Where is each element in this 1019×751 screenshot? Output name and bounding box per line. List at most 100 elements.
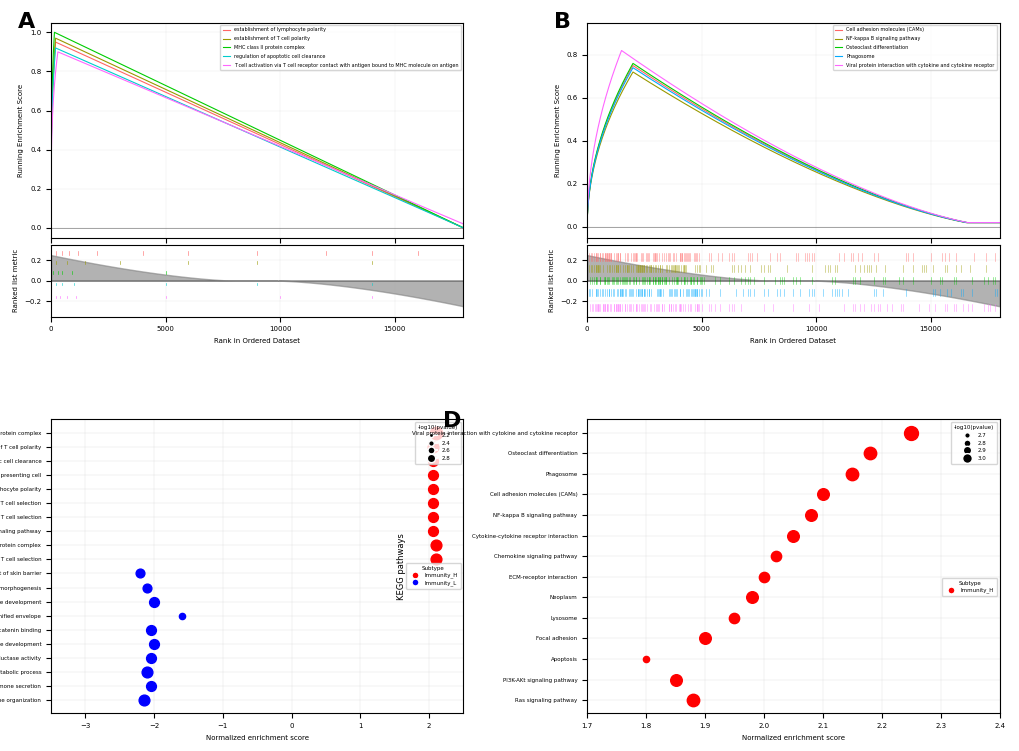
establishment of T cell polarity <box>49 34 61 43</box>
NF-kappa B signaling pathway <box>901 203 913 212</box>
Viral protein interaction with cytokine and cytokine receptor <box>581 222 593 231</box>
Phagosome <box>737 129 749 138</box>
regulation of apoptotic cell clearance <box>45 223 57 232</box>
Legend: Immunity_H: Immunity_H <box>942 578 996 596</box>
Point <box>424 455 440 467</box>
Y-axis label: KEGG pathways: KEGG pathways <box>396 533 406 600</box>
Cell adhesion molecules (CAMs) <box>627 61 639 70</box>
X-axis label: Normalized enrichment score: Normalized enrichment score <box>206 734 309 740</box>
Point <box>814 488 830 500</box>
MHC class II protein complex <box>203 102 215 111</box>
Point <box>637 653 653 665</box>
Point <box>427 427 443 439</box>
Point <box>726 612 742 624</box>
Y-axis label: Ranked list metric: Ranked list metric <box>12 249 18 312</box>
Point <box>143 652 159 664</box>
regulation of apoptotic cell clearance <box>49 44 61 53</box>
Viral protein interaction with cytokine and cytokine receptor <box>993 218 1005 227</box>
NF-kappa B signaling pathway <box>720 123 733 132</box>
MHC class II protein complex <box>358 176 370 185</box>
NF-kappa B signaling pathway <box>993 218 1005 227</box>
T cell activation via T cell receptor contact with antigen bound to MHC molecule on antigen <box>53 48 65 57</box>
T cell activation via T cell receptor contact with antigen bound to MHC molecule on antigen <box>316 160 328 169</box>
X-axis label: Rank in Ordered Dataset: Rank in Ordered Dataset <box>750 338 836 344</box>
regulation of apoptotic cell clearance <box>51 44 63 53</box>
T cell activation via T cell receptor contact with antigen bound to MHC molecule on antigen <box>45 223 57 232</box>
NF-kappa B signaling pathway <box>892 201 904 210</box>
Point <box>755 571 771 583</box>
Viral protein interaction with cytokine and cytokine receptor <box>711 110 723 119</box>
Point <box>802 509 818 521</box>
Point <box>424 441 440 453</box>
Point <box>424 525 440 537</box>
establishment of lymphocyte polarity <box>204 108 216 117</box>
Point <box>685 694 701 706</box>
Phagosome <box>720 120 733 129</box>
Point <box>143 680 159 692</box>
Phagosome <box>627 63 639 72</box>
Line: NF-kappa B signaling pathway: NF-kappa B signaling pathway <box>587 72 999 227</box>
Point <box>424 483 440 495</box>
Point <box>427 553 443 566</box>
establishment of lymphocyte polarity <box>457 223 469 232</box>
regulation of apoptotic cell clearance <box>358 179 370 189</box>
establishment of lymphocyte polarity <box>316 159 328 168</box>
Line: Cell adhesion molecules (CAMs): Cell adhesion molecules (CAMs) <box>587 65 999 227</box>
Point <box>861 448 877 460</box>
Viral protein interaction with cytokine and cytokine receptor <box>729 119 741 128</box>
Phagosome <box>901 202 913 211</box>
Cell adhesion molecules (CAMs) <box>720 119 733 128</box>
establishment of lymphocyte polarity <box>366 182 378 191</box>
Osteoclast differentiation <box>850 182 862 192</box>
Cell adhesion molecules (CAMs) <box>581 222 593 231</box>
Point <box>424 469 440 481</box>
Phagosome <box>993 218 1005 227</box>
Osteoclast differentiation <box>892 199 904 208</box>
Legend: Immunity_H, Immunity_L: Immunity_H, Immunity_L <box>406 563 461 589</box>
X-axis label: Rank in Ordered Dataset: Rank in Ordered Dataset <box>214 338 300 344</box>
regulation of apoptotic cell clearance <box>366 183 378 192</box>
Legend: Cell adhesion molecules (CAMs), NF-kappa B signaling pathway, Osteoclast differe: Cell adhesion molecules (CAMs), NF-kappa… <box>832 25 997 71</box>
NF-kappa B signaling pathway <box>581 222 593 231</box>
Line: Phagosome: Phagosome <box>587 68 999 227</box>
Osteoclast differentiation <box>901 202 913 211</box>
Cell adhesion molecules (CAMs) <box>993 218 1005 227</box>
Point <box>143 624 159 636</box>
Point <box>666 674 683 686</box>
Point <box>424 511 440 523</box>
Line: MHC class II protein complex: MHC class II protein complex <box>51 32 463 228</box>
NF-kappa B signaling pathway <box>850 185 862 194</box>
establishment of lymphocyte polarity <box>51 38 63 47</box>
Line: Osteoclast differentiation: Osteoclast differentiation <box>587 63 999 227</box>
Osteoclast differentiation <box>720 118 733 127</box>
NF-kappa B signaling pathway <box>604 111 616 120</box>
establishment of lymphocyte polarity <box>45 223 57 232</box>
regulation of apoptotic cell clearance <box>316 161 328 170</box>
Line: establishment of T cell polarity: establishment of T cell polarity <box>51 38 463 228</box>
MHC class II protein complex <box>457 223 469 232</box>
establishment of T cell polarity <box>366 181 378 190</box>
T cell activation via T cell receptor contact with antigen bound to MHC molecule on antigen <box>366 181 378 190</box>
Viral protein interaction with cytokine and cytokine receptor <box>598 96 610 105</box>
Osteoclast differentiation <box>581 222 593 231</box>
establishment of T cell polarity <box>45 223 57 232</box>
establishment of T cell polarity <box>187 98 200 107</box>
Viral protein interaction with cytokine and cytokine receptor <box>889 197 901 206</box>
MHC class II protein complex <box>186 94 199 103</box>
Point <box>785 529 801 541</box>
Line: Viral protein interaction with cytokine and cytokine receptor: Viral protein interaction with cytokine … <box>587 50 999 227</box>
MHC class II protein complex <box>50 29 62 38</box>
T cell activation via T cell receptor contact with antigen bound to MHC molecule on antigen <box>457 219 469 228</box>
regulation of apoptotic cell clearance <box>204 112 216 121</box>
Point <box>743 591 759 603</box>
Osteoclast differentiation <box>627 59 639 68</box>
Point <box>424 497 440 509</box>
Phagosome <box>892 200 904 209</box>
establishment of T cell polarity <box>204 106 216 115</box>
Cell adhesion molecules (CAMs) <box>737 128 749 137</box>
Point <box>139 666 155 678</box>
Legend: establishment of lymphocyte polarity, establishment of T cell polarity, MHC clas: establishment of lymphocyte polarity, es… <box>220 25 461 71</box>
MHC class II protein complex <box>315 155 327 164</box>
NF-kappa B signaling pathway <box>737 132 749 141</box>
Point <box>427 539 443 551</box>
